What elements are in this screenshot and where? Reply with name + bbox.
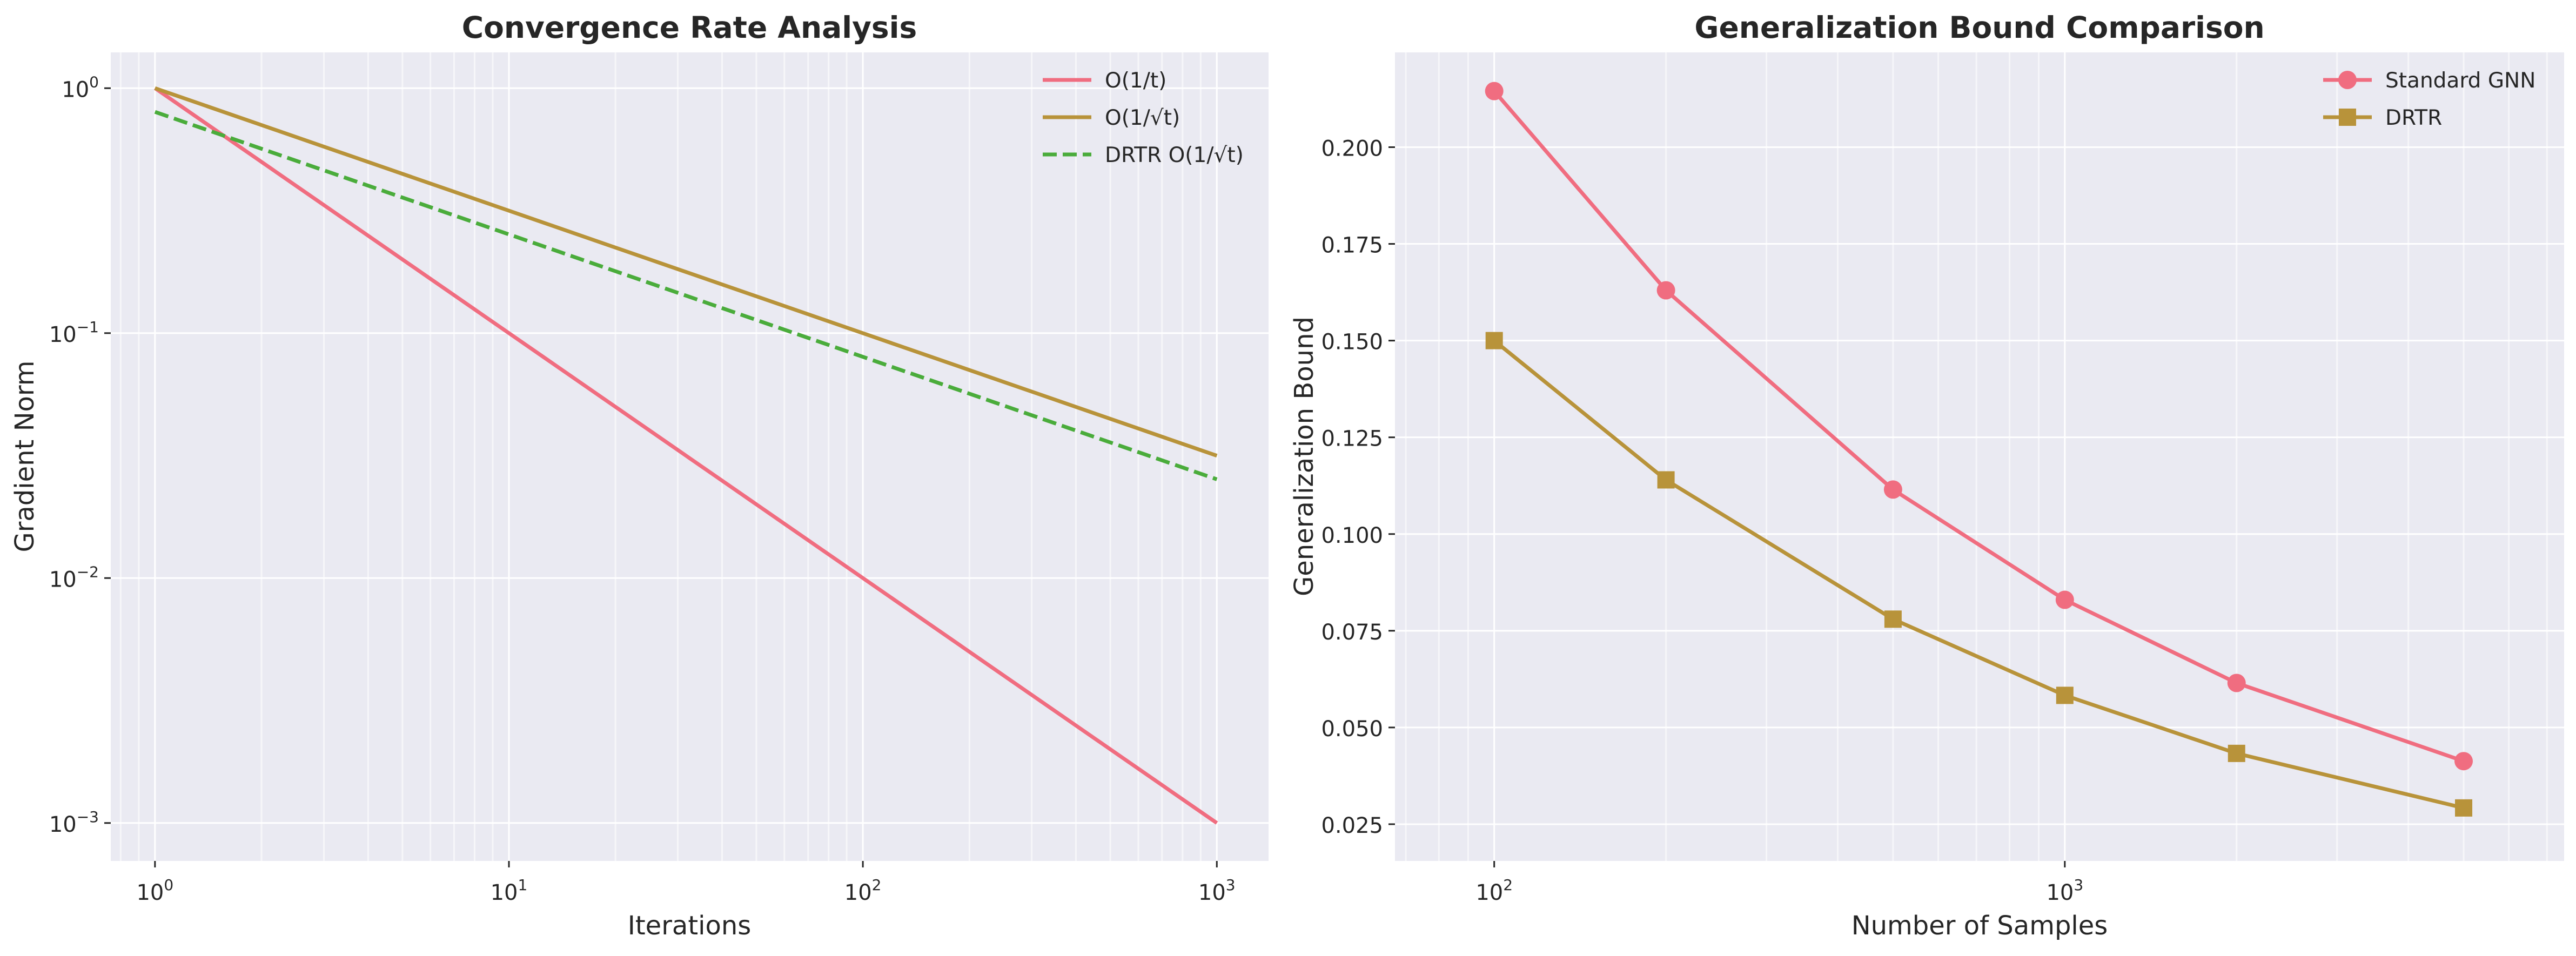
legend-label-0: Standard GNN [2385,69,2535,93]
x-tick-label-1: 103 [2046,876,2083,905]
x-tick-label-2: 102 [844,876,882,905]
series-line-1 [1493,339,2464,810]
x-tick-label-1-exp: 1 [518,876,528,894]
data-point-1-2 [1884,610,1902,628]
generalization-grid [1395,52,2564,861]
y-tick-label-0: 100 [62,73,99,102]
series-line-2 [154,110,1218,481]
data-point-0-4 [2227,674,2246,692]
y-tick-label-0-base: 10 [62,77,89,102]
convergence-y-label: Gradient Norm [10,360,40,552]
y-tick-label-3: 10−3 [49,808,99,837]
generalization-chart: 102 1030.0250.0500.0750.1000.1250.1500.17… [1289,10,2564,941]
legend-label-1: DRTR [2385,106,2442,130]
y-tick-label-1-exp: −1 [77,318,99,336]
generalization-y-label: Generalization Bound [1289,317,1319,596]
x-tick-label-3-base: 10 [1198,880,1226,905]
convergence-legend: O(1/t) O(1/√t) DRTR O(1/√t) [1043,69,1244,167]
legend-marker-1 [2339,109,2356,126]
y-tick-label-5: 0.150 [1321,330,1383,355]
x-tick-label-0-exp: 2 [1503,876,1513,894]
x-tick-label-0-exp: 0 [164,876,173,894]
generalization-x-label: Number of Samples [1852,911,2108,941]
x-tick-label-1: 101 [491,876,528,905]
y-tick-label-2: 10−2 [49,563,99,592]
data-point-1-3 [2056,686,2074,704]
convergence-title: Convergence Rate Analysis [462,10,917,45]
y-tick-label-6: 0.175 [1321,233,1383,258]
x-tick-label-3-exp: 3 [1226,876,1236,894]
x-tick-label-1-base: 10 [2046,880,2074,905]
convergence-x-label: Iterations [628,911,752,941]
generalization-legend: Standard GNN DRTR [2323,69,2535,130]
legend-label-0: O(1/t) [1105,69,1166,93]
legend-label-1: O(1/√t) [1105,106,1180,130]
data-point-0-2 [1883,480,1902,499]
series-line-0 [153,86,1218,825]
y-tick-label-0: 0.025 [1321,813,1383,838]
x-tick-label-0-base: 10 [136,880,164,905]
data-point-1-1 [1657,471,1675,489]
y-tick-label-3-base: 10 [49,812,77,837]
y-tick-label-3: 0.100 [1321,523,1383,548]
y-tick-label-0-exp: 0 [89,73,99,91]
y-tick-label-3-exp: −3 [77,808,99,826]
y-tick-label-1: 0.050 [1321,717,1383,742]
y-tick-label-1-base: 10 [49,322,77,347]
x-tick-label-3: 103 [1198,876,1236,905]
data-point-0-3 [2055,590,2074,609]
generalization-title: Generalization Bound Comparison [1694,10,2264,45]
data-point-0-1 [1656,281,1675,300]
y-tick-label-2-base: 10 [49,567,77,592]
generalization-ticks: 102 1030.0250.0500.0750.1000.1250.1500.17… [1321,136,2083,905]
y-tick-label-1: 10−1 [49,318,99,347]
x-tick-label-1-base: 10 [491,880,518,905]
x-tick-label-0-base: 10 [1475,880,1503,905]
y-tick-label-2: 0.075 [1321,620,1383,645]
convergence-grid [111,52,1269,861]
x-tick-label-2-exp: 2 [872,876,882,894]
x-tick-label-2-base: 10 [844,880,872,905]
data-point-1-5 [2455,799,2473,817]
y-tick-label-4: 0.125 [1321,427,1383,452]
convergence-series [153,86,1218,825]
x-tick-label-1-exp: 3 [2074,876,2083,894]
data-point-0-5 [2454,752,2473,771]
x-tick-label-0: 100 [136,876,173,905]
data-point-1-4 [2228,744,2245,762]
legend-label-2: DRTR O(1/√t) [1105,143,1244,167]
legend-marker-0 [2338,71,2357,89]
series-line-1 [154,86,1218,458]
x-tick-label-0: 102 [1475,876,1513,905]
y-tick-label-2-exp: −2 [77,563,99,581]
generalization-plot-area [1395,52,2564,861]
data-point-1-0 [1485,332,1503,349]
y-tick-label-7: 0.200 [1321,136,1383,161]
generalization-series [1485,82,2473,817]
series-line-0 [1493,90,2465,763]
data-point-0-0 [1485,82,1504,100]
